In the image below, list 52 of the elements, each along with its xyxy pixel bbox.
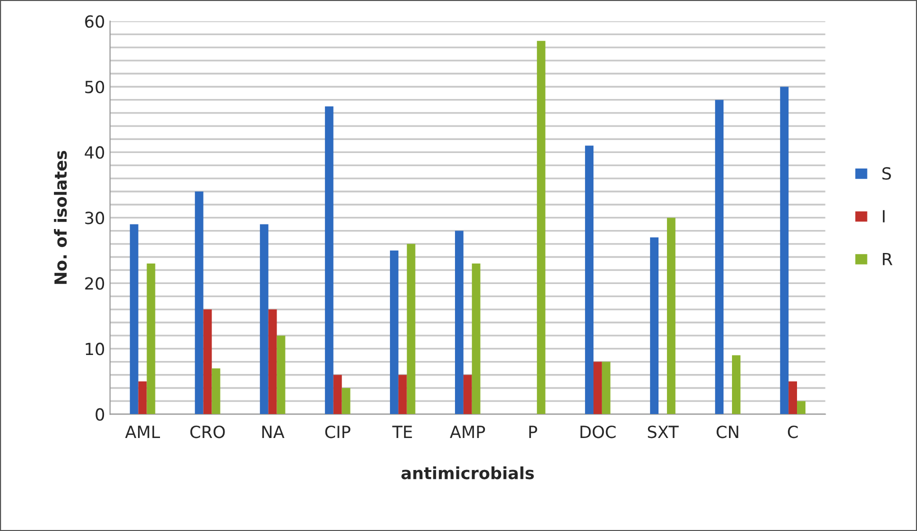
x-tick-label: AMP xyxy=(450,426,486,438)
bar xyxy=(780,86,789,414)
bar xyxy=(593,362,602,414)
bar xyxy=(260,224,268,414)
x-tick-label: CN xyxy=(716,426,738,438)
x-tick-label: CRO xyxy=(190,426,225,438)
bar xyxy=(788,381,798,414)
y-tick-label: 50 xyxy=(85,80,104,94)
bar xyxy=(585,146,594,414)
x-tick-label: NA xyxy=(262,426,284,438)
bar xyxy=(138,381,147,414)
bar xyxy=(454,230,464,414)
bar xyxy=(212,368,220,414)
y-tick-label: 10 xyxy=(86,342,104,356)
legend-label: R xyxy=(882,252,892,266)
y-tick-label: 0 xyxy=(96,408,104,421)
bar xyxy=(324,106,334,414)
bar xyxy=(650,237,659,414)
bar xyxy=(333,374,342,414)
bar xyxy=(268,309,277,414)
y-tick-label: 20 xyxy=(85,277,104,290)
x-tick-label: CIP xyxy=(325,426,350,438)
y-tick-label: 30 xyxy=(85,212,104,224)
bar xyxy=(130,224,138,414)
x-tick-label: TE xyxy=(392,426,412,438)
x-tick-label: DOC xyxy=(580,426,616,438)
x-tick-label: P xyxy=(529,426,538,438)
bar xyxy=(536,40,546,414)
x-tick-label: C xyxy=(788,426,798,438)
legend-label: S xyxy=(882,167,891,180)
y-tick-label: 40 xyxy=(84,146,104,159)
bar xyxy=(463,374,472,414)
bar xyxy=(715,100,724,414)
bar xyxy=(797,401,806,414)
bar xyxy=(390,250,398,414)
bar xyxy=(342,388,350,414)
x-tick-label: SXT xyxy=(648,426,679,438)
x-axis-title: antimicrobials xyxy=(401,466,534,480)
y-tick-label: 60 xyxy=(85,15,104,28)
bar xyxy=(203,309,212,414)
bar xyxy=(666,218,676,414)
bar xyxy=(146,264,156,414)
bar xyxy=(398,374,407,414)
y-axis-title: No. of isolates xyxy=(54,150,67,284)
bar xyxy=(276,336,286,414)
x-tick-label: AML xyxy=(125,426,160,438)
bar xyxy=(406,244,416,414)
bar xyxy=(472,264,480,414)
bar xyxy=(602,362,610,414)
bar xyxy=(732,355,740,414)
bar xyxy=(194,192,204,414)
legend-label: I xyxy=(882,210,885,222)
